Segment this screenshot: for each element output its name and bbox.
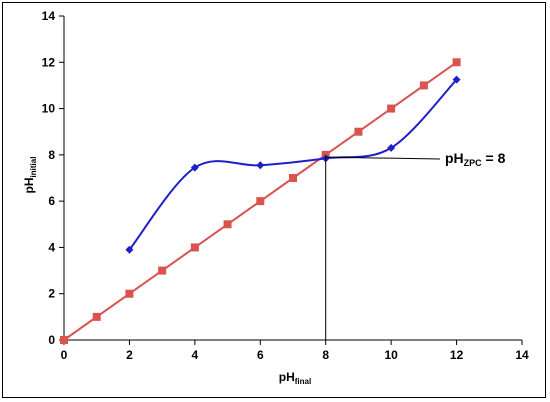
y-tick-label: 14 [42,9,56,23]
series-1-point [387,104,396,113]
x-tick-label: 12 [450,348,464,362]
annotation-layer [325,156,441,340]
series-1-point [158,266,167,275]
series-1-point [289,174,297,182]
series-1-point [223,220,232,229]
zpc-annotation-main: pH [445,150,464,166]
series-1-point [419,81,428,90]
zpc-annotation-sub: ZPC [464,158,483,168]
x-tick-label: 4 [192,348,199,362]
y-axis-title-main: pH [22,177,36,193]
y-tick-label: 0 [48,333,55,347]
series-1-point [92,312,101,321]
series-1-point [354,127,363,136]
y-tick-label: 10 [42,102,56,116]
x-tick-label: 6 [257,348,264,362]
x-tick-label: 8 [322,348,329,362]
chart-frame [2,2,546,398]
y-tick-label: 2 [48,287,55,301]
series-1-point [452,58,461,67]
x-axis-title-main: pH [279,370,295,384]
y-tick-label: 12 [42,55,56,69]
y-axis-title-sub: initial [29,157,38,178]
series-1-point [125,289,134,298]
y-axis-title: pHinitial [22,157,38,194]
x-tick-label: 2 [126,348,133,362]
x-tick-label: 14 [515,348,529,362]
series-2-point [387,143,396,152]
series-2-point [125,245,134,254]
series-1-point [190,243,199,252]
series-2-point [256,161,265,170]
x-axis-title: pHfinal [279,370,311,386]
axes [63,16,522,341]
series-2-line [128,78,458,251]
x-axis-title-sub: final [295,377,311,386]
series-1-point [60,336,68,344]
x-tick-label: 10 [384,348,398,362]
series-layer [60,58,461,344]
y-tick-label: 8 [48,148,55,162]
series-2-point [452,75,461,84]
zpc-leader-line [325,156,441,160]
y-tick-label: 6 [48,194,55,208]
series-1-point [256,197,265,206]
x-tick-label: 0 [61,348,68,362]
series-2-point [190,163,199,172]
zpc-annotation-suffix: = 8 [482,150,506,166]
zpc-annotation-label: pHZPC = 8 [445,150,506,168]
ticks: 0 2 4 6 8 10 12 14 0 2 4 6 8 10 12 14 [42,9,529,362]
y-tick-label: 4 [48,240,55,254]
